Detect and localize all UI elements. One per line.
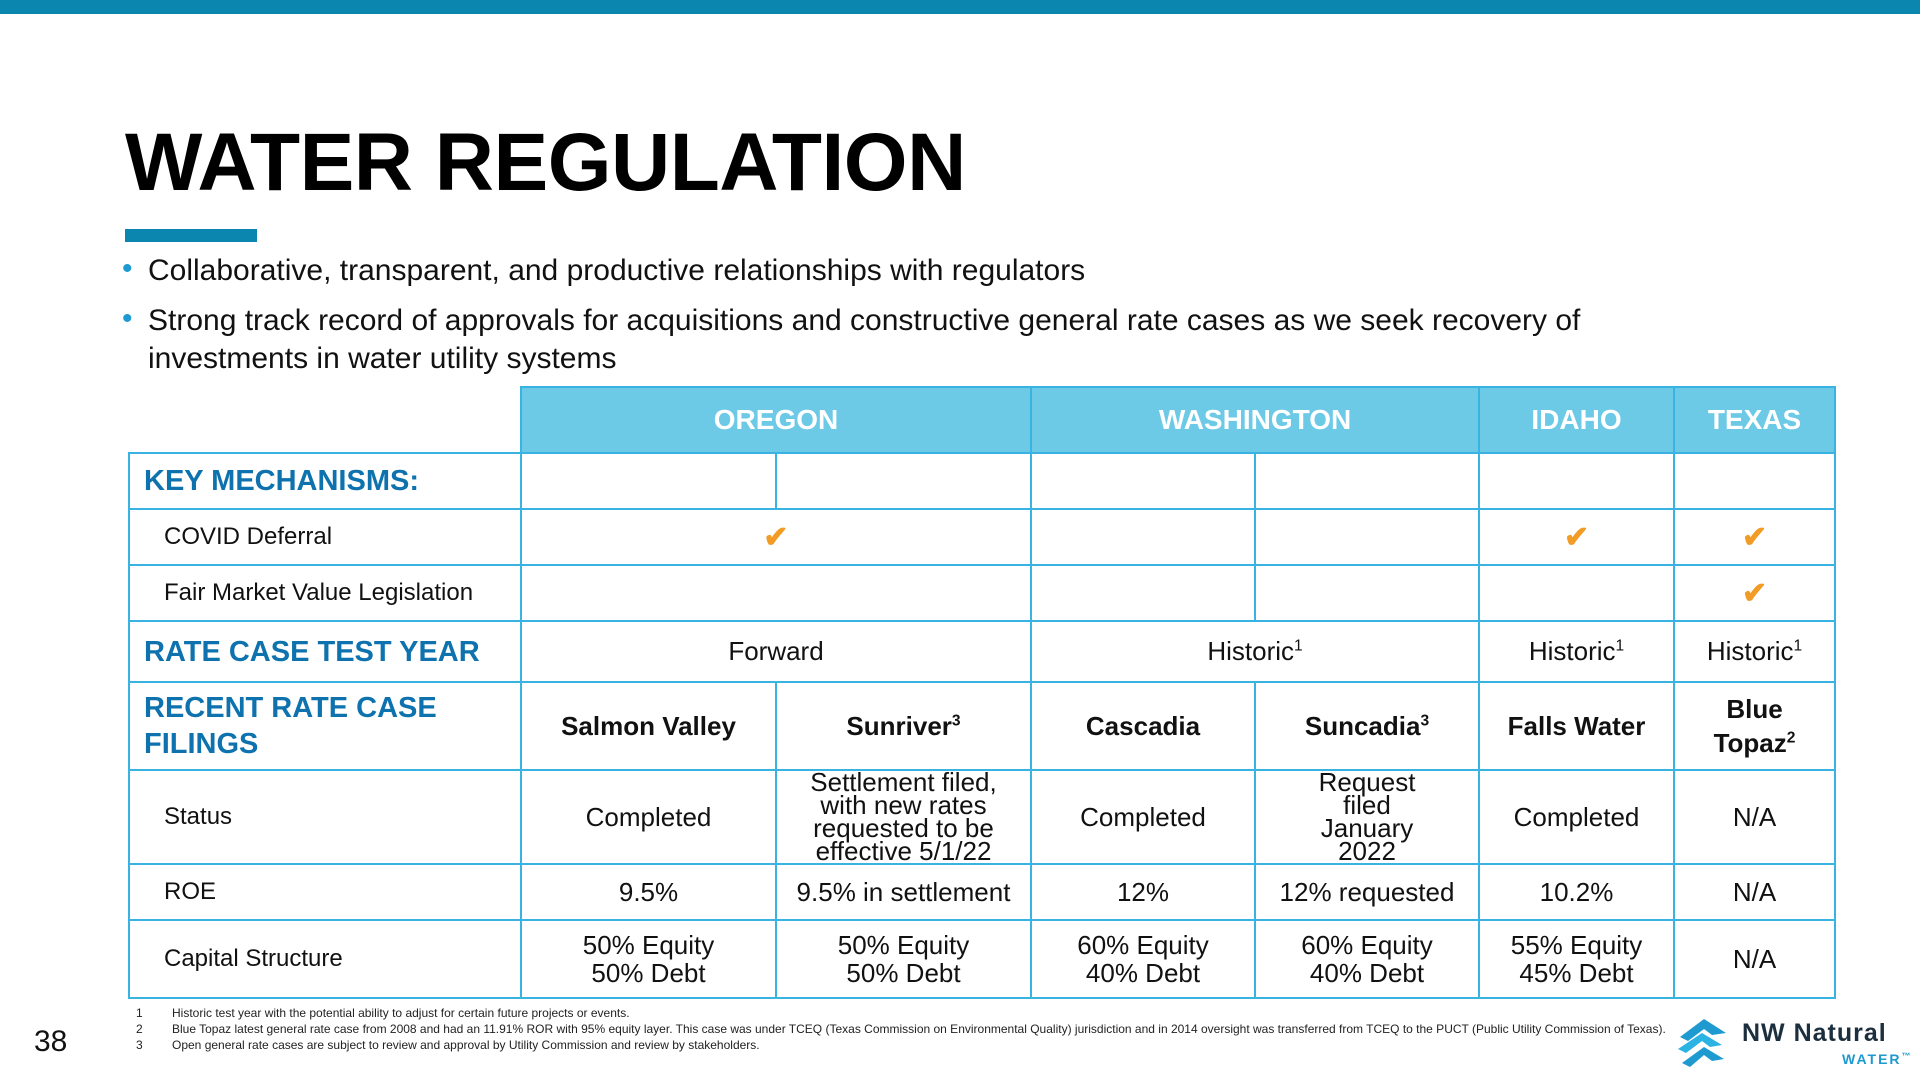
footnotes: 1 Historic test year with the potential a… [136, 1005, 1676, 1053]
status-label: Status [128, 769, 522, 865]
bullet-item: • Collaborative, transparent, and product… [122, 252, 1742, 290]
roe-cell: 10.2% [1478, 863, 1676, 921]
title-underline [125, 229, 257, 242]
test-year-washington: Historic1 [1029, 620, 1481, 683]
table-cell [1030, 564, 1256, 622]
checkmark-icon: ✔ [1741, 576, 1768, 610]
table-cell [1030, 452, 1256, 510]
test-year-idaho: Historic1 [1478, 620, 1676, 683]
capital-cell: 60% Equity 40% Debt [1253, 919, 1481, 999]
footnote: 3 Open general rate cases are subject to … [136, 1038, 760, 1052]
filing-name: Blue Topaz2 [1673, 681, 1837, 771]
bullet-item: • Strong track record of approvals for ac… [122, 302, 1742, 378]
filings-row: RECENT RATE CASE FILINGS Salmon Valley S… [128, 681, 1837, 771]
table-cell [520, 452, 777, 510]
roe-cell: 9.5% in settlement [775, 863, 1032, 921]
bullet-dot-icon: • [122, 302, 133, 335]
regulation-table: OREGON WASHINGTON IDAHO TEXAS KEY MECHAN… [128, 386, 1837, 999]
checkmark-icon: ✔ [763, 520, 789, 554]
page-title: WATER REGULATION [125, 117, 966, 208]
checkmark-icon: ✔ [1741, 520, 1768, 554]
table-cell [1673, 452, 1837, 510]
status-cell: Request filed January 2022 [1253, 769, 1481, 865]
table-cell [1478, 452, 1676, 510]
recent-rate-case-filings-heading: RECENT RATE CASE FILINGS [128, 681, 522, 771]
table-cell [520, 564, 1032, 622]
nw-natural-water-logo: NW Natural WATER™ [1672, 1013, 1911, 1071]
table-cell [1253, 564, 1481, 622]
status-cell: N/A [1673, 769, 1837, 865]
table-cell [1030, 508, 1256, 566]
key-mechanisms-heading: KEY MECHANISMS: [128, 452, 522, 510]
table-cell: ✔ [1673, 508, 1837, 566]
region-header-texas: TEXAS [1673, 386, 1837, 454]
status-cell: Completed [520, 769, 777, 865]
table-cell [1253, 508, 1481, 566]
table-cell [1478, 564, 1676, 622]
capital-structure-label: Capital Structure [128, 919, 522, 999]
roe-cell: 12% requested [1253, 863, 1481, 921]
bullet-text: Collaborative, transparent, and producti… [148, 254, 1086, 287]
capital-cell: N/A [1673, 919, 1837, 999]
region-header-row: OREGON WASHINGTON IDAHO TEXAS [129, 386, 1837, 454]
covid-deferral-label: COVID Deferral [128, 508, 522, 566]
logo-wordmark: NW Natural [1742, 1019, 1887, 1047]
filing-name: Sunriver3 [775, 681, 1032, 771]
filing-name: Salmon Valley [520, 681, 777, 771]
logo-subtitle: WATER™ [1842, 1051, 1913, 1067]
table-cell: ✔ [520, 508, 1032, 566]
table-corner [129, 387, 521, 453]
rate-case-test-year-heading: RATE CASE TEST YEAR [128, 620, 522, 683]
table-cell [1253, 452, 1481, 510]
status-cell: Settlement filed, with new rates request… [775, 769, 1032, 865]
roe-cell: 9.5% [520, 863, 777, 921]
filing-name: Falls Water [1478, 681, 1676, 771]
capital-cell: 60% Equity 40% Debt [1030, 919, 1256, 999]
capital-cell: 50% Equity 50% Debt [775, 919, 1032, 999]
test-year-oregon: Forward [520, 620, 1032, 683]
key-mechanisms-row: KEY MECHANISMS: [128, 452, 1837, 510]
capital-structure-row: Capital Structure 50% Equity 50% Debt 50%… [128, 919, 1837, 999]
bullet-dot-icon: • [122, 252, 133, 285]
bullet-list: • Collaborative, transparent, and product… [122, 252, 1742, 390]
table-cell: ✔ [1478, 508, 1676, 566]
fair-market-value-label: Fair Market Value Legislation [128, 564, 522, 622]
top-accent-bar [0, 0, 1920, 14]
covid-deferral-row: COVID Deferral ✔ ✔ ✔ [128, 508, 1837, 566]
fair-market-value-row: Fair Market Value Legislation ✔ [128, 564, 1837, 622]
table-cell [775, 452, 1032, 510]
filing-name: Cascadia [1030, 681, 1256, 771]
roe-cell: N/A [1673, 863, 1837, 921]
roe-row: ROE 9.5% 9.5% in settlement 12% 12% requ… [128, 863, 1837, 921]
footnote: 1 Historic test year with the potential a… [136, 1006, 630, 1020]
footnote: 2 Blue Topaz latest general rate case fro… [136, 1022, 1666, 1036]
bullet-text: Strong track record of approvals for acq… [148, 304, 1581, 375]
status-row: Status Completed Settlement filed, with … [128, 769, 1837, 865]
test-year-texas: Historic1 [1673, 620, 1837, 683]
filing-name: Suncadia3 [1253, 681, 1481, 771]
capital-cell: 55% Equity 45% Debt [1478, 919, 1676, 999]
roe-label: ROE [128, 863, 522, 921]
region-header-idaho: IDAHO [1478, 386, 1676, 454]
page-number: 38 [34, 1025, 68, 1058]
water-wave-logo-icon [1678, 1019, 1726, 1067]
roe-cell: 12% [1030, 863, 1256, 921]
table-cell: ✔ [1673, 564, 1837, 622]
checkmark-icon: ✔ [1563, 520, 1590, 554]
region-header-oregon: OREGON [520, 386, 1032, 454]
test-year-row: RATE CASE TEST YEAR Forward Historic1 Hi… [128, 620, 1837, 683]
capital-cell: 50% Equity 50% Debt [520, 919, 777, 999]
status-cell: Completed [1478, 769, 1676, 865]
status-cell: Completed [1030, 769, 1256, 865]
region-header-washington: WASHINGTON [1029, 386, 1481, 454]
